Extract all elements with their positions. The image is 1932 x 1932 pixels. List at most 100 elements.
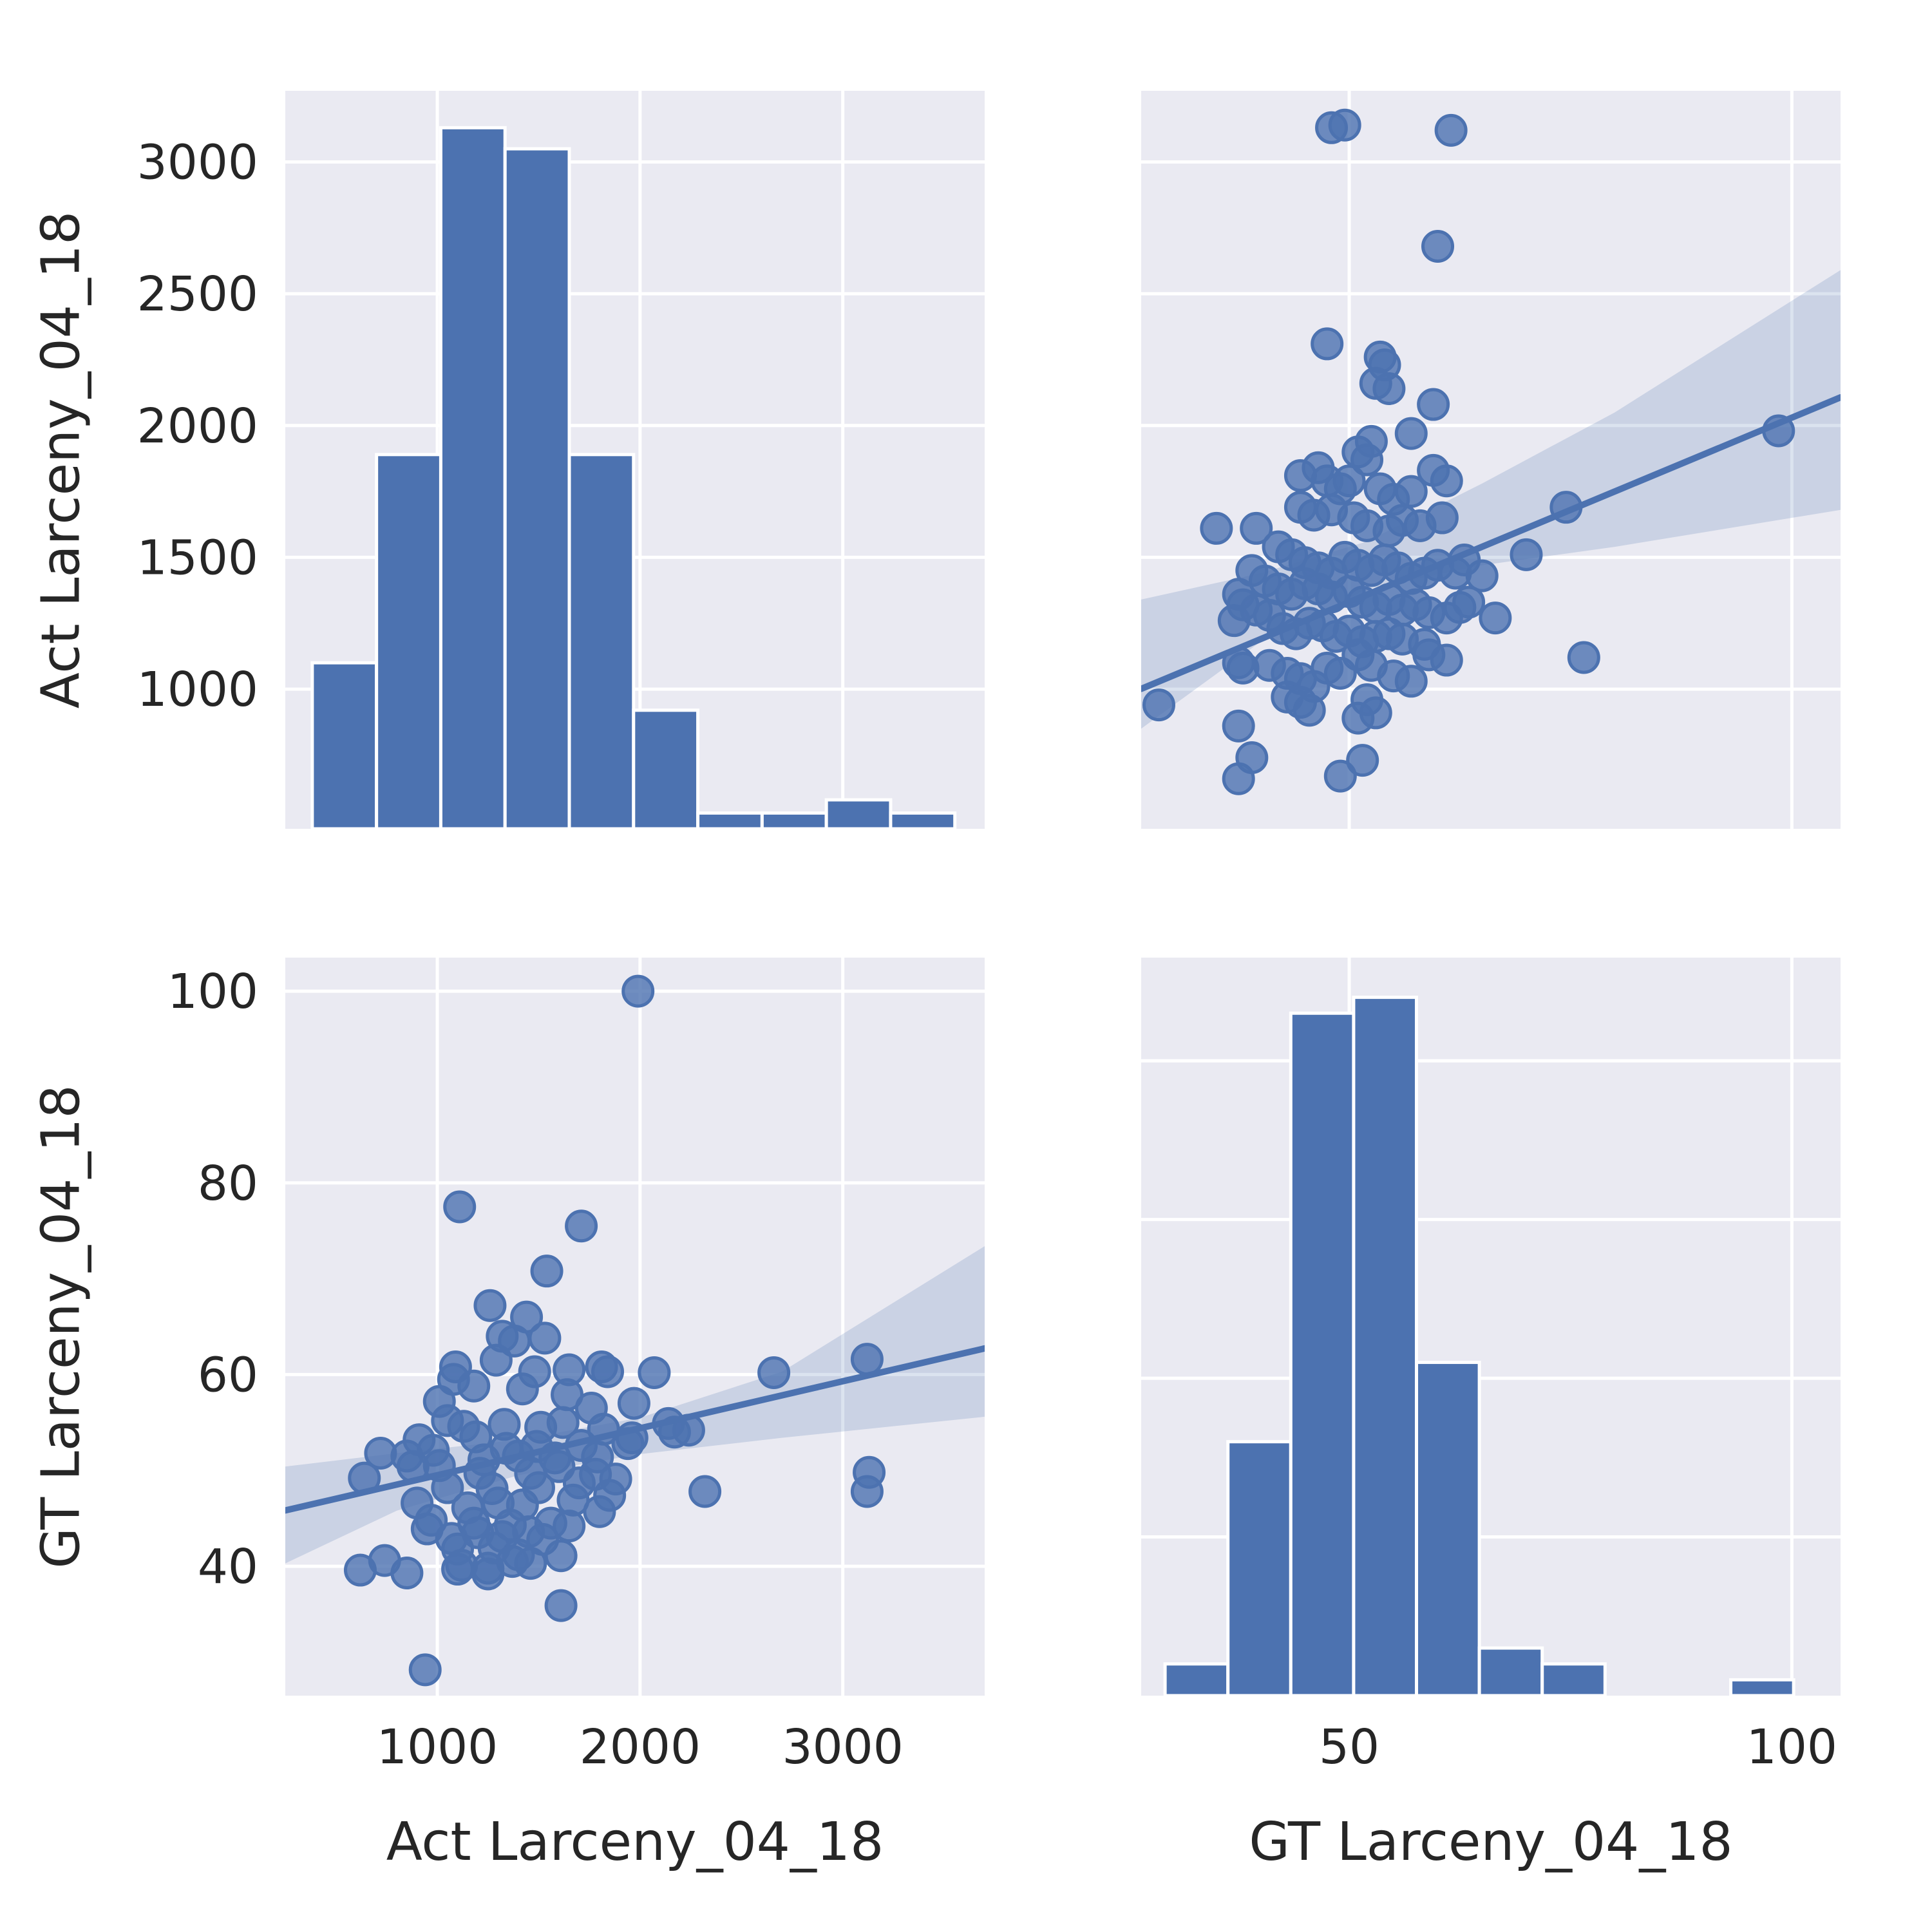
scatter-point xyxy=(1510,538,1543,571)
panel-gt-vs-act: 1000 2000 3000 40 60 80 100 Act Larceny_04_18 GT… xyxy=(31,958,985,1873)
scatter-point xyxy=(1417,388,1450,421)
histogram-bar xyxy=(1163,1662,1230,1696)
scatter-point xyxy=(471,1557,505,1591)
scatter-point xyxy=(1394,475,1428,508)
x-axis-label: Act Larceny_04_18 xyxy=(386,1812,884,1873)
scatter-point xyxy=(1200,511,1233,545)
plot-area xyxy=(1163,996,1795,1696)
y-tick-label: 80 xyxy=(198,1156,258,1211)
scatter-point xyxy=(473,1289,507,1322)
scatter-point xyxy=(1425,501,1459,535)
scatter-point xyxy=(1240,511,1273,545)
scatter-point xyxy=(441,1553,475,1586)
histogram-bar xyxy=(439,126,507,829)
scatter-point xyxy=(1346,744,1379,777)
scatter-point xyxy=(1421,229,1455,263)
scatter-point xyxy=(850,1475,884,1508)
y-tick-label: 1500 xyxy=(137,530,258,585)
histogram-bar xyxy=(1415,1360,1481,1696)
scatter-point xyxy=(1328,108,1361,142)
y-tick-label: 3000 xyxy=(137,135,258,191)
scatter-point xyxy=(1222,709,1255,743)
scatter-point xyxy=(583,1495,616,1528)
scatter-point xyxy=(1359,696,1392,730)
scatter-point xyxy=(1394,665,1428,698)
histogram-bar xyxy=(1226,1440,1293,1696)
scatter-point xyxy=(1323,759,1357,793)
scatter-point xyxy=(1394,417,1428,450)
scatter-point xyxy=(1430,464,1463,498)
scatter-point xyxy=(1311,327,1344,361)
histogram-bar xyxy=(1352,996,1419,1696)
scatter-point xyxy=(1350,443,1384,477)
histogram-bar xyxy=(1729,1678,1795,1696)
scatter-point xyxy=(443,1190,477,1224)
scatter-point xyxy=(1372,372,1406,405)
scatter-point xyxy=(688,1475,722,1508)
scatter-point xyxy=(617,1387,650,1420)
histogram-bar xyxy=(889,811,957,829)
scatter-point xyxy=(1222,762,1255,795)
scatter-point xyxy=(544,1589,578,1622)
y-axis-label: GT Larceny_04_18 xyxy=(31,1084,92,1568)
y-tick-label: 2500 xyxy=(137,267,258,322)
scatter-point xyxy=(1293,694,1326,727)
histogram-bar xyxy=(1540,1662,1607,1696)
scatter-point xyxy=(546,1406,580,1439)
histogram-bar xyxy=(760,811,828,829)
plot-area xyxy=(285,974,985,1687)
histogram-bar xyxy=(310,661,379,829)
histogram-bar xyxy=(375,453,442,829)
regression-line xyxy=(285,1345,985,1514)
y-tick-label: 100 xyxy=(167,964,258,1019)
scatter-point xyxy=(1430,643,1463,677)
scatter-point xyxy=(1434,113,1468,147)
scatter-point xyxy=(1567,641,1600,674)
plot-area xyxy=(1141,108,1841,795)
scatter-point xyxy=(1332,464,1366,498)
x-tick-label: 3000 xyxy=(782,1719,903,1775)
scatter-point xyxy=(638,1356,671,1389)
scatter-point xyxy=(850,1343,884,1376)
histogram-bar xyxy=(567,453,636,829)
scatter-point xyxy=(565,1209,598,1243)
x-axis-label: GT Larceny_04_18 xyxy=(1249,1812,1732,1873)
scatter-point xyxy=(591,1355,625,1388)
scatter-point xyxy=(528,1321,562,1355)
panel-act-hist: 1000 1500 2000 2500 3000 Act Larceny_04_18 xyxy=(31,91,985,829)
scatter-point xyxy=(621,974,655,1008)
x-tick-label: 1000 xyxy=(377,1719,498,1775)
scatter-point xyxy=(390,1556,424,1589)
y-tick-label: 60 xyxy=(198,1347,258,1403)
y-axis-label: Act Larceny_04_18 xyxy=(31,211,92,709)
scatter-point xyxy=(1142,688,1175,722)
regression-line xyxy=(1141,393,1841,692)
scatter-point xyxy=(757,1356,791,1389)
y-tick-label: 40 xyxy=(198,1539,258,1595)
scatter-point xyxy=(553,1510,586,1543)
y-tick-label: 2000 xyxy=(137,399,258,454)
scatter-point xyxy=(408,1653,442,1687)
plot-area xyxy=(310,126,957,829)
panel-act-vs-gt xyxy=(1141,91,1841,829)
scatter-point xyxy=(544,1539,578,1573)
x-tick-label: 50 xyxy=(1319,1719,1379,1775)
panel-gt-hist: 50 100 GT Larceny_04_18 xyxy=(1141,958,1841,1873)
scatter-point xyxy=(514,1547,547,1580)
histogram-bar xyxy=(696,811,764,829)
scatter-point xyxy=(479,1343,513,1377)
histogram-bar xyxy=(1289,1011,1356,1696)
scatter-point xyxy=(1465,559,1499,592)
histogram-bar xyxy=(1477,1646,1544,1696)
scatter-point xyxy=(530,1255,564,1288)
scatter-point xyxy=(1452,585,1486,619)
scatter-point xyxy=(457,1369,491,1403)
histogram-bar xyxy=(824,798,893,829)
scatter-point xyxy=(1479,601,1512,635)
histogram-bar xyxy=(632,708,700,829)
scatter-point xyxy=(506,1372,539,1406)
x-tick-label: 2000 xyxy=(580,1719,701,1775)
y-tick-label: 1000 xyxy=(137,662,258,717)
plot-background xyxy=(1141,91,1841,829)
